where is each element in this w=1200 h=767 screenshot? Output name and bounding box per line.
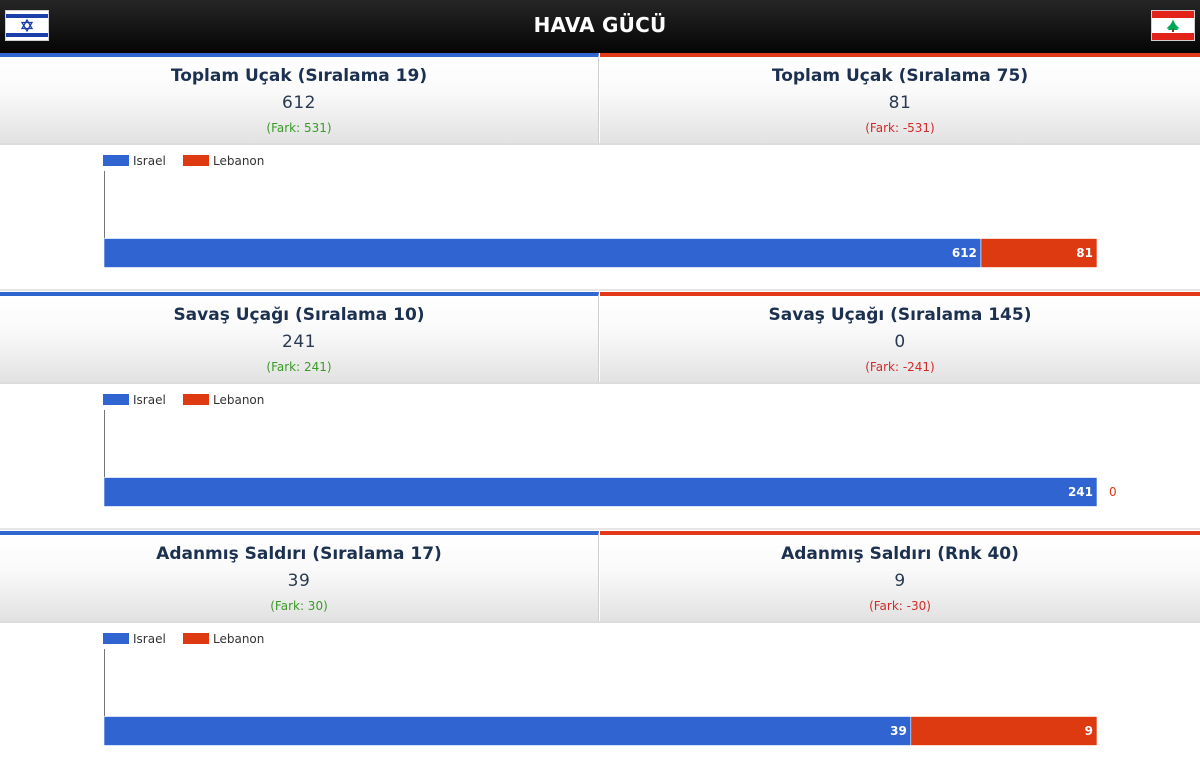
legend-swatch	[183, 394, 209, 405]
bar-israel	[103, 477, 1098, 507]
legend-swatch	[183, 155, 209, 166]
bar-value-label: 81	[1076, 246, 1093, 260]
stat-diff: (Fark: -30)	[869, 599, 931, 613]
page-title: HAVA GÜCÜ	[533, 13, 667, 37]
legend-label: Lebanon	[213, 154, 264, 168]
stat-row: Toplam Uçak (Sıralama 19) 612 (Fark: 531…	[0, 53, 1200, 145]
legend-label: Israel	[133, 154, 166, 168]
stat-diff: (Fark: 531)	[266, 121, 332, 135]
lebanon-flag-icon	[1151, 10, 1195, 41]
bar-israel	[103, 716, 912, 746]
stat-box-israel: Savaş Uçağı (Sıralama 10) 241 (Fark: 241…	[0, 292, 599, 382]
stat-label: Savaş Uçağı (Sıralama 145)	[768, 305, 1032, 325]
legend-label: Lebanon	[213, 632, 264, 646]
stat-value: 39	[287, 571, 311, 591]
legend-swatch	[183, 633, 209, 644]
header-bar: HAVA GÜCÜ	[0, 0, 1200, 53]
stat-box-israel: Toplam Uçak (Sıralama 19) 612 (Fark: 531…	[0, 53, 599, 143]
bar-value-label: 612	[952, 246, 977, 260]
stat-box-lebanon: Adanmış Saldırı (Rnk 40) 9 (Fark: -30)	[600, 531, 1200, 621]
stat-value: 241	[282, 332, 316, 352]
bar-lebanon	[980, 238, 1098, 268]
bar-value-label: 39	[890, 724, 907, 738]
legend-swatch	[103, 155, 129, 166]
stat-row: Savaş Uçağı (Sıralama 10) 241 (Fark: 241…	[0, 292, 1200, 384]
section-divider	[0, 528, 1200, 530]
stat-value: 612	[282, 93, 316, 113]
stat-diff: (Fark: -531)	[865, 121, 935, 135]
bar-israel	[103, 238, 982, 268]
stat-value: 81	[888, 93, 912, 113]
legend-label: Lebanon	[213, 393, 264, 407]
section-divider	[0, 289, 1200, 291]
israel-flag-icon	[5, 10, 49, 41]
bar-value-label: 9	[1085, 724, 1093, 738]
legend-label: Israel	[133, 632, 166, 646]
stat-label: Toplam Uçak (Sıralama 19)	[170, 66, 428, 86]
comparison-bar-chart: Israel Lebanon 39 9	[103, 632, 1098, 746]
comparison-bar-chart: Israel Lebanon 241 0	[103, 393, 1117, 507]
stat-diff: (Fark: -241)	[865, 360, 935, 374]
stat-box-lebanon: Savaş Uçağı (Sıralama 145) 0 (Fark: -241…	[600, 292, 1200, 382]
stat-value: 0	[894, 332, 906, 352]
bar-lebanon	[910, 716, 1098, 746]
bar-value-label: 241	[1068, 485, 1093, 499]
comparison-bar-chart: Israel Lebanon 612 81	[103, 154, 1098, 268]
stat-diff: (Fark: 30)	[270, 599, 328, 613]
legend-swatch	[103, 633, 129, 644]
stat-box-lebanon: Toplam Uçak (Sıralama 75) 81 (Fark: -531…	[600, 53, 1200, 143]
stat-label: Adanmış Saldırı (Sıralama 17)	[156, 544, 442, 564]
stat-row: Adanmış Saldırı (Sıralama 17) 39 (Fark: …	[0, 531, 1200, 623]
stat-label: Adanmış Saldırı (Rnk 40)	[781, 544, 1019, 564]
stat-diff: (Fark: 241)	[266, 360, 332, 374]
stat-label: Toplam Uçak (Sıralama 75)	[771, 66, 1029, 86]
bar-value-label: 0	[1109, 485, 1117, 499]
legend-label: Israel	[133, 393, 166, 407]
legend-swatch	[103, 394, 129, 405]
stat-box-israel: Adanmış Saldırı (Sıralama 17) 39 (Fark: …	[0, 531, 599, 621]
stat-label: Savaş Uçağı (Sıralama 10)	[173, 305, 425, 325]
stat-value: 9	[894, 571, 906, 591]
